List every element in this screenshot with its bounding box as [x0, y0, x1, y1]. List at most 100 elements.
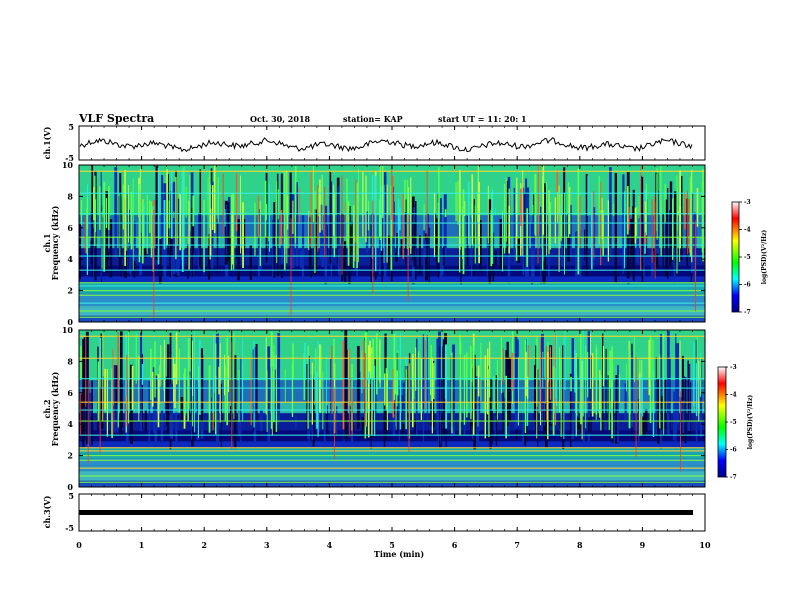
spec-sferic — [702, 169, 704, 262]
spec-dark-streak — [440, 378, 442, 449]
spec-dark-streak — [693, 212, 697, 283]
spec-dark-streak — [573, 391, 575, 424]
spec-transient — [540, 337, 542, 412]
spec-dark-streak — [128, 209, 130, 274]
spec-sferic — [287, 195, 289, 230]
spec-transient — [364, 353, 366, 427]
spec-sferic — [259, 200, 261, 267]
colorbar-tick-label: -6 — [744, 282, 751, 289]
spec-sferic — [365, 175, 367, 243]
spec-dark-streak — [579, 251, 582, 278]
spec-dark-streak — [381, 217, 383, 282]
spec-sferic — [192, 340, 193, 397]
spec-sferic — [397, 350, 399, 396]
spec-sferic — [365, 332, 367, 427]
spec-sferic — [698, 360, 700, 422]
spec-sferic — [314, 191, 316, 274]
spec-sferic — [417, 352, 420, 411]
spec-dark-streak — [91, 165, 94, 277]
ch1-spec-yticks: 0 2 4 6 8 10 — [62, 160, 705, 327]
spec-dark-streak — [144, 248, 147, 258]
spec-transient — [153, 209, 155, 318]
spec-dark-streak — [238, 410, 241, 437]
spec-dark-streak — [470, 421, 474, 427]
ch2-spec-ylabel-frequency: Frequency (kHz) — [50, 371, 60, 446]
spec-dark-streak — [543, 404, 545, 426]
spec-sferic — [226, 337, 229, 426]
spec-sferic — [112, 348, 114, 434]
spec-sferic — [176, 169, 178, 246]
spec-sferic — [689, 176, 692, 257]
spec-dark-streak — [583, 414, 585, 447]
colorbar-ch1-gradient — [731, 201, 740, 313]
spec-transient — [324, 187, 326, 258]
spec-dark-streak — [471, 218, 473, 281]
spec-dark-streak — [193, 223, 195, 254]
spec-dark-streak — [515, 339, 519, 428]
spec-sferic — [307, 345, 309, 429]
spec-dark-streak — [175, 170, 178, 277]
spec-transient — [593, 191, 595, 258]
spec-dark-streak — [226, 204, 228, 255]
colorbar-tick-label: -3 — [730, 364, 737, 371]
spec-sferic — [463, 355, 466, 425]
spec-sferic — [574, 350, 576, 393]
colorbar-ch1: -3 -4 -5 -6 -7 log(PSD)(V²/Hz) — [731, 199, 768, 316]
spec-sferic — [333, 184, 334, 236]
spec-tone-line — [79, 285, 705, 287]
spec-transient — [231, 341, 233, 449]
spec-dark-streak — [681, 355, 684, 439]
spec-sferic — [227, 355, 230, 393]
spec-dark-streak — [442, 346, 445, 422]
spec-dark-streak — [276, 357, 280, 425]
spec-sferic — [315, 348, 317, 402]
spec-dark-streak — [615, 412, 619, 444]
ch3-waveform-line — [79, 510, 693, 515]
spec-dark-streak — [593, 417, 597, 419]
spec-sferic — [208, 365, 211, 433]
spec-tone-line — [79, 447, 705, 449]
spec-sferic — [367, 344, 370, 438]
spec-sferic — [607, 200, 610, 262]
spec-dark-streak — [428, 227, 430, 284]
spec-sferic — [367, 200, 370, 231]
spec-dark-streak — [513, 187, 516, 266]
spec-dark-streak — [517, 238, 520, 263]
spec-dark-streak — [615, 375, 618, 420]
spec-tone-line — [79, 222, 705, 224]
spec-dark-streak — [337, 185, 339, 275]
x-axis-label: Time (min) — [374, 549, 424, 559]
spec-sferic — [399, 333, 402, 430]
spec-sferic — [311, 362, 313, 425]
spec-sferic — [471, 363, 473, 382]
spec-dark-streak — [425, 233, 428, 281]
spec-sferic — [384, 373, 386, 406]
spec-sferic — [163, 200, 166, 250]
spec-dark-streak — [129, 364, 133, 444]
spec-sferic — [317, 340, 319, 437]
spec-sferic — [488, 369, 490, 438]
spec-dark-streak — [148, 381, 151, 442]
spec-sferic — [564, 330, 566, 391]
spec-dark-streak — [200, 348, 203, 423]
spec-tone-line — [79, 302, 705, 304]
spec-dark-streak — [579, 230, 582, 271]
spec-dark-streak — [191, 370, 193, 440]
spec-sferic — [527, 345, 529, 378]
spec-sferic — [547, 351, 549, 440]
spec-dark-streak — [466, 216, 469, 266]
spec-sferic — [555, 335, 558, 407]
spec-sferic — [250, 358, 252, 426]
spec-dark-streak — [220, 383, 222, 448]
spec-sferic — [402, 193, 404, 260]
spec-dark-streak — [460, 246, 462, 285]
spec-sferic — [213, 165, 216, 234]
spec-transient — [99, 379, 101, 454]
spec-sferic — [219, 343, 221, 423]
spec-dark-streak — [683, 376, 685, 427]
spec-dark-streak — [165, 376, 169, 426]
spec-transient — [333, 388, 335, 460]
spec-sferic — [477, 365, 480, 397]
spec-dark-streak — [667, 188, 669, 279]
spec-dark-streak — [160, 409, 164, 441]
